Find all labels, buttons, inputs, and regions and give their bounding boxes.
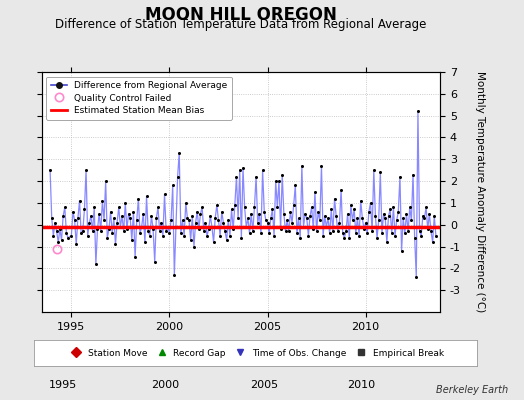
Text: 2010: 2010 bbox=[347, 380, 376, 390]
Text: Difference of Station Temperature Data from Regional Average: Difference of Station Temperature Data f… bbox=[56, 18, 427, 31]
Text: Berkeley Earth: Berkeley Earth bbox=[436, 385, 508, 395]
Text: 2005: 2005 bbox=[250, 380, 279, 390]
Text: 1995: 1995 bbox=[49, 380, 77, 390]
Y-axis label: Monthly Temperature Anomaly Difference (°C): Monthly Temperature Anomaly Difference (… bbox=[475, 71, 485, 313]
Legend: Difference from Regional Average, Quality Control Failed, Estimated Station Mean: Difference from Regional Average, Qualit… bbox=[47, 76, 232, 120]
Legend: Station Move, Record Gap, Time of Obs. Change, Empirical Break: Station Move, Record Gap, Time of Obs. C… bbox=[64, 346, 446, 360]
Text: 2000: 2000 bbox=[151, 380, 179, 390]
Text: MOON HILL OREGON: MOON HILL OREGON bbox=[145, 6, 337, 24]
